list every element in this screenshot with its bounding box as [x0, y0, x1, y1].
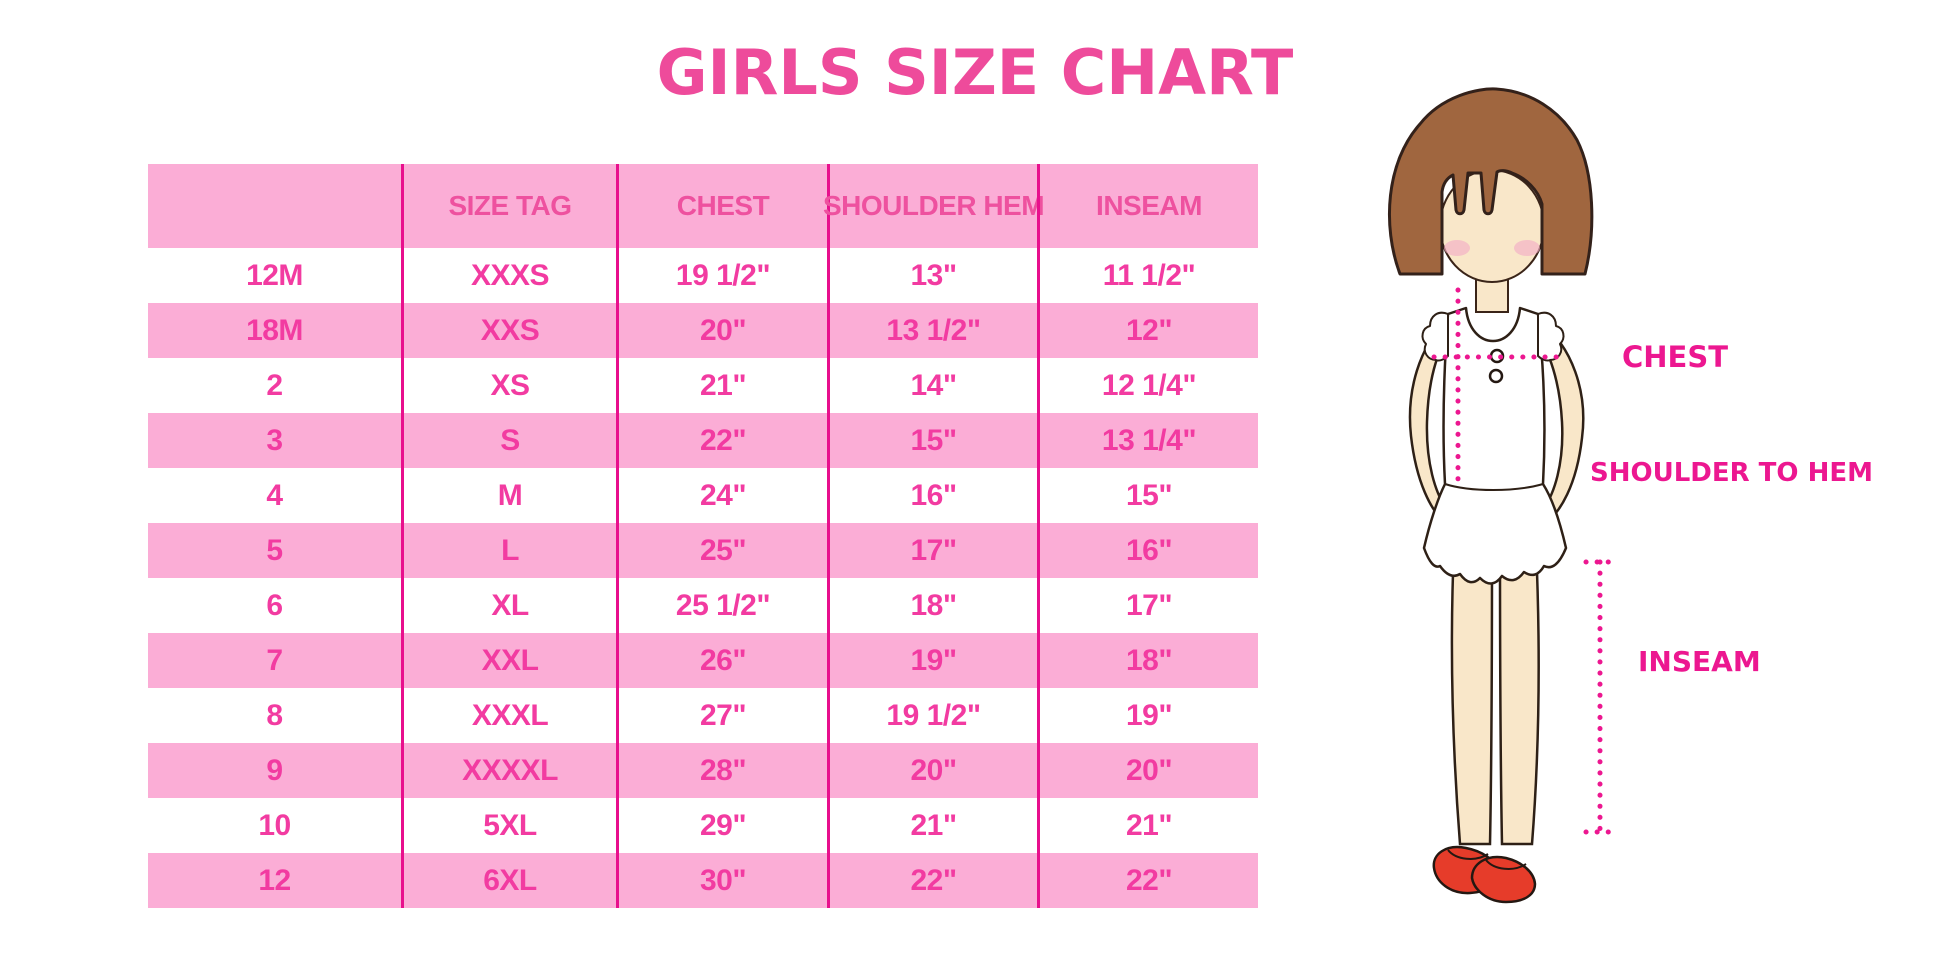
table-cell: XXL [401, 633, 616, 688]
chest-label: CHEST [1622, 340, 1729, 374]
table-cell: 19" [1037, 688, 1258, 743]
table-cell: 19 1/2" [616, 248, 827, 303]
table-cell: 24" [616, 468, 827, 523]
table-cell: 5XL [401, 798, 616, 853]
table-cell: XL [401, 578, 616, 633]
table-cell: 6XL [401, 853, 616, 908]
girl-blush-left [1444, 240, 1470, 256]
table-cell: 28" [616, 743, 827, 798]
table-cell: XS [401, 358, 616, 413]
table-header-cell: CHEST [616, 164, 827, 248]
table-cell: 20" [1037, 743, 1258, 798]
table-row: 3 S 22" 15" 13 1/4" [148, 413, 1258, 468]
table-cell: 22" [616, 413, 827, 468]
table-row: 2 XS 21" 14" 12 1/4" [148, 358, 1258, 413]
table-cell: 20" [827, 743, 1037, 798]
shoulder-to-hem-label: SHOULDER TO HEM [1590, 458, 1873, 488]
table-cell: 18M [246, 313, 303, 347]
table-row: 10 5XL 29" 21" 21" [148, 798, 1258, 853]
girl-ruffle-left [1421, 311, 1449, 362]
table-header-cell [148, 164, 401, 248]
table-cell: 14" [827, 358, 1037, 413]
table-row: 8 XXXL 27" 19 1/2" 19" [148, 688, 1258, 743]
table-cell: 13 1/2" [827, 303, 1037, 358]
girl-blush-right [1514, 240, 1540, 256]
table-cell: L [401, 523, 616, 578]
page-title: GIRLS SIZE CHART [656, 36, 1294, 109]
girl-shoe-left-strap [1447, 849, 1489, 860]
girl-shoe-right-strap [1485, 859, 1527, 870]
girl-top-waist-seam [1444, 483, 1544, 491]
table-cell: 16" [1037, 523, 1258, 578]
table-cell: XXXS [401, 248, 616, 303]
girl-ruffle-right [1537, 311, 1565, 362]
table-cell: 9 [266, 753, 283, 787]
girl-top-button-2 [1488, 368, 1504, 384]
girl-measurement-illustration [1387, 87, 1617, 904]
inseam-label: INSEAM [1638, 645, 1761, 678]
table-cell: 8 [266, 698, 283, 732]
table-cell: 29" [616, 798, 827, 853]
table-cell: 19 1/2" [827, 688, 1037, 743]
table-cell: 25" [616, 523, 827, 578]
table-cell: 15" [827, 413, 1037, 468]
table-cell: 12" [1037, 303, 1258, 358]
table-cell: 20" [616, 303, 827, 358]
table-row: 12M XXXS 19 1/2" 13" 11 1/2" [148, 248, 1258, 303]
table-cell: 30" [616, 853, 827, 908]
table-cell: XXXXL [401, 743, 616, 798]
table-header-row: SIZE TAG CHEST SHOULDER HEM INSEAM [148, 164, 1258, 248]
table-cell: 22" [827, 853, 1037, 908]
girl-hair [1387, 87, 1594, 276]
table-header-cell: SHOULDER HEM [823, 164, 1045, 248]
table-cell: 19" [827, 633, 1037, 688]
table-row: 18M XXS 20" 13 1/2" 12" [148, 303, 1258, 358]
table-header-cell: INSEAM [1037, 164, 1258, 248]
table-row: 5 L 25" 17" 16" [148, 523, 1258, 578]
girl-leg-right [1498, 544, 1540, 846]
table-cell: 15" [1037, 468, 1258, 523]
table-cell: 7 [266, 643, 283, 677]
table-cell: 26" [616, 633, 827, 688]
table-cell: 12 [258, 863, 291, 897]
table-cell: 10 [258, 808, 291, 842]
table-row: 9 XXXXL 28" 20" 20" [148, 743, 1258, 798]
table-cell: XXXL [401, 688, 616, 743]
table-cell: 3 [266, 423, 283, 457]
table-row: 12 6XL 30" 22" 22" [148, 853, 1258, 908]
table-cell: 21" [827, 798, 1037, 853]
size-table: SIZE TAG CHEST SHOULDER HEM INSEAM 12M X… [148, 164, 1258, 908]
table-cell: 22" [1037, 853, 1258, 908]
table-cell: 4 [266, 478, 283, 512]
girl-leg-left [1450, 544, 1494, 846]
table-cell: 17" [1037, 578, 1258, 633]
table-cell: S [401, 413, 616, 468]
table-cell: 2 [266, 368, 283, 402]
table-cell: 13 1/4" [1037, 413, 1258, 468]
table-row: 4 M 24" 16" 15" [148, 468, 1258, 523]
table-cell: 11 1/2" [1037, 248, 1258, 303]
table-cell: 12 1/4" [1037, 358, 1258, 413]
table-cell: 12M [246, 258, 303, 292]
table-cell: M [401, 468, 616, 523]
table-cell: 25 1/2" [616, 578, 827, 633]
table-cell: XXS [401, 303, 616, 358]
table-row: 7 XXL 26" 19" 18" [148, 633, 1258, 688]
table-cell: 5 [266, 533, 283, 567]
table-cell: 18" [827, 578, 1037, 633]
table-cell: 21" [1037, 798, 1258, 853]
table-cell: 21" [616, 358, 827, 413]
table-cell: 6 [266, 588, 283, 622]
table-row: 6 XL 25 1/2" 18" 17" [148, 578, 1258, 633]
table-cell: 16" [827, 468, 1037, 523]
table-cell: 13" [827, 248, 1037, 303]
table-cell: 18" [1037, 633, 1258, 688]
table-cell: 17" [827, 523, 1037, 578]
table-cell: 27" [616, 688, 827, 743]
table-header-cell: SIZE TAG [401, 164, 616, 248]
